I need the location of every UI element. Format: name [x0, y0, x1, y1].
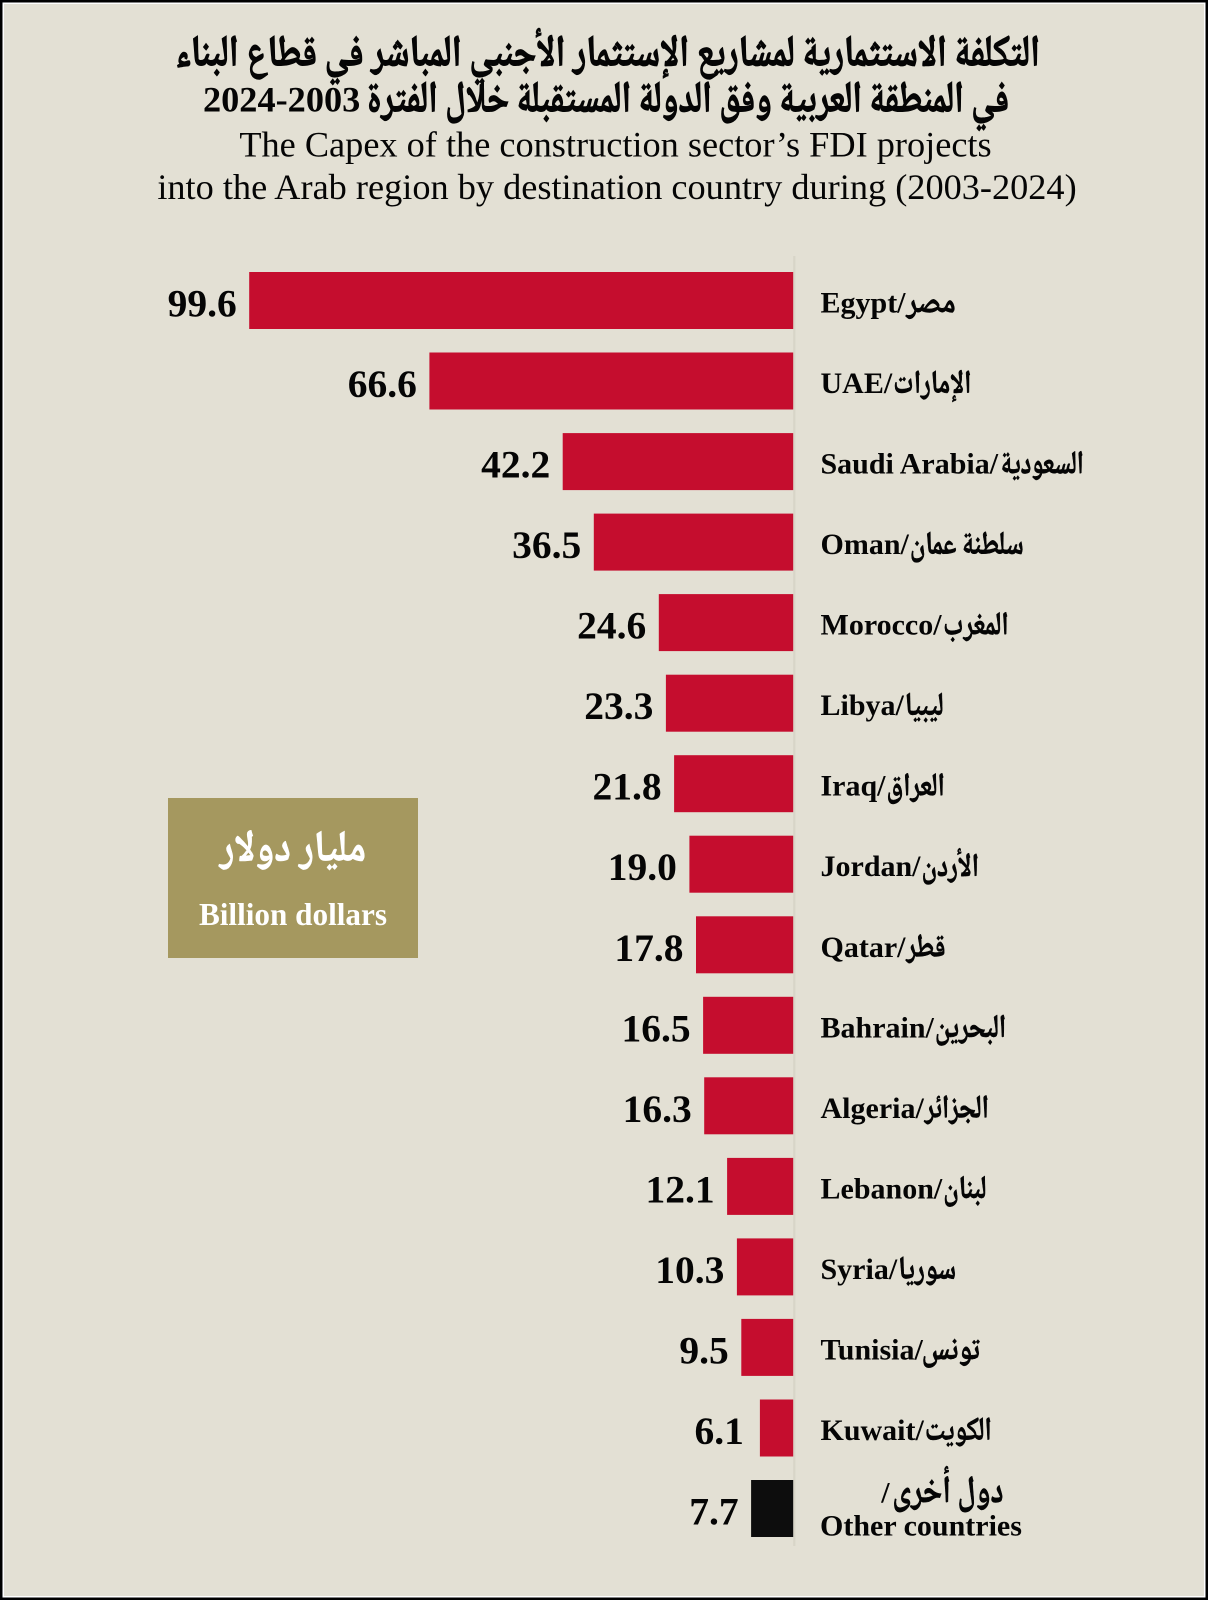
- svg-text:Algeria/: Algeria/: [821, 1092, 925, 1125]
- svg-text:24.6: 24.6: [577, 604, 646, 648]
- svg-text:Oman/: Oman/: [821, 528, 910, 561]
- svg-text:Lebanon/: Lebanon/: [821, 1172, 943, 1205]
- svg-text:12.1: 12.1: [645, 1167, 714, 1211]
- svg-text:9.5: 9.5: [679, 1328, 728, 1372]
- svg-text:Iraq/: Iraq/: [821, 770, 887, 803]
- svg-text:into the Arab region by destin: into the Arab region by destination coun…: [157, 167, 1076, 207]
- svg-text:Billion dollars: Billion dollars: [199, 897, 387, 932]
- svg-text:10.3: 10.3: [655, 1248, 724, 1292]
- svg-text:99.6: 99.6: [168, 282, 237, 326]
- svg-text:66.6: 66.6: [348, 362, 417, 406]
- svg-text:Jordan/: Jordan/: [821, 850, 922, 883]
- svg-text:6.1: 6.1: [695, 1409, 744, 1453]
- svg-text:7.7: 7.7: [689, 1490, 738, 1534]
- svg-text:The Capex of the construction: The Capex of the construction sector’s F…: [239, 125, 991, 165]
- svg-text:UAE/: UAE/: [821, 367, 893, 400]
- svg-text:17.8: 17.8: [614, 926, 683, 970]
- svg-text:/: /: [880, 1477, 890, 1510]
- svg-text:2024-2003: 2024-2003: [203, 80, 360, 120]
- svg-text:Qatar/: Qatar/: [821, 931, 907, 964]
- svg-text:42.2: 42.2: [481, 443, 550, 487]
- svg-text:Morocco/: Morocco/: [821, 609, 943, 642]
- svg-text:Egypt/: Egypt/: [821, 287, 907, 320]
- svg-text:Tunisia/: Tunisia/: [821, 1333, 924, 1366]
- svg-text:Kuwait/: Kuwait/: [821, 1414, 925, 1447]
- svg-text:Other countries: Other countries: [820, 1510, 1022, 1543]
- svg-text:Syria/: Syria/: [821, 1253, 898, 1286]
- svg-text:16.3: 16.3: [623, 1087, 692, 1131]
- svg-text:Bahrain/: Bahrain/: [821, 1011, 935, 1044]
- svg-text:Saudi Arabia/: Saudi Arabia/: [821, 448, 999, 481]
- svg-text:Libya/: Libya/: [821, 689, 905, 722]
- svg-text:16.5: 16.5: [621, 1006, 690, 1050]
- svg-text:36.5: 36.5: [512, 523, 581, 567]
- svg-text:23.3: 23.3: [584, 684, 653, 728]
- svg-text:21.8: 21.8: [592, 765, 661, 809]
- svg-text:19.0: 19.0: [608, 845, 677, 889]
